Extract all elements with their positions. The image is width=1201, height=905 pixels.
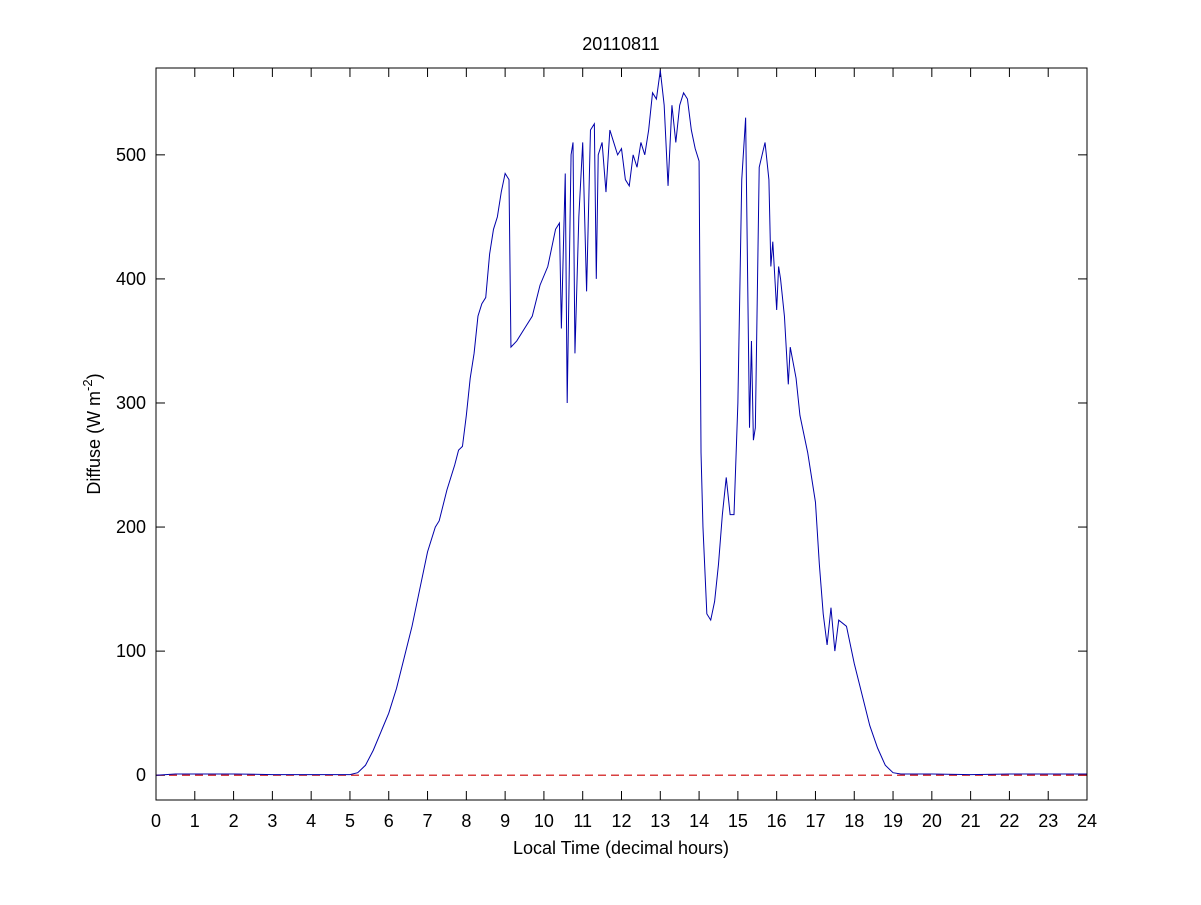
x-tick-label: 20 <box>922 811 942 831</box>
x-tick-label: 24 <box>1077 811 1097 831</box>
y-label-text: Diffuse (W m <box>84 391 104 495</box>
x-tick-label: 17 <box>805 811 825 831</box>
x-tick-label: 10 <box>534 811 554 831</box>
x-tick-label: 2 <box>229 811 239 831</box>
x-tick-label: 15 <box>728 811 748 831</box>
chart-title: 20110811 <box>582 34 659 54</box>
x-tick-label: 22 <box>999 811 1019 831</box>
x-tick-label: 12 <box>611 811 631 831</box>
x-tick-label: 7 <box>423 811 433 831</box>
x-tick-label: 21 <box>961 811 981 831</box>
x-tick-label: 16 <box>767 811 787 831</box>
x-axis-label: Local Time (decimal hours) <box>513 838 729 858</box>
x-tick-label: 9 <box>500 811 510 831</box>
plot-frame <box>155 67 1088 801</box>
y-tick-label: 300 <box>116 393 146 413</box>
y-label-suffix: ) <box>84 373 104 379</box>
x-tick-label: 6 <box>384 811 394 831</box>
y-tick-label: 400 <box>116 269 146 289</box>
x-tick-label: 11 <box>573 811 592 831</box>
y-axis-label: Diffuse (W m-2) <box>80 373 104 494</box>
y-tick-label: 100 <box>116 641 146 661</box>
y-tick-label: 200 <box>116 517 146 537</box>
x-tick-label: 4 <box>306 811 316 831</box>
x-tick-label: 0 <box>151 811 161 831</box>
data-line <box>155 70 1087 776</box>
x-tick-label: 18 <box>844 811 864 831</box>
y-tick-label: 0 <box>136 765 146 785</box>
x-tick-label: 14 <box>689 811 709 831</box>
x-tick-label: 19 <box>883 811 903 831</box>
y-tick-label: 500 <box>116 145 146 165</box>
x-tick-label: 3 <box>267 811 277 831</box>
x-tick-label: 1 <box>190 811 200 831</box>
x-tick-label: 8 <box>461 811 471 831</box>
x-tick-label: 23 <box>1038 811 1058 831</box>
x-tick-label: 13 <box>650 811 670 831</box>
x-tick-label: 5 <box>345 811 355 831</box>
y-label-sup: -2 <box>80 379 95 391</box>
